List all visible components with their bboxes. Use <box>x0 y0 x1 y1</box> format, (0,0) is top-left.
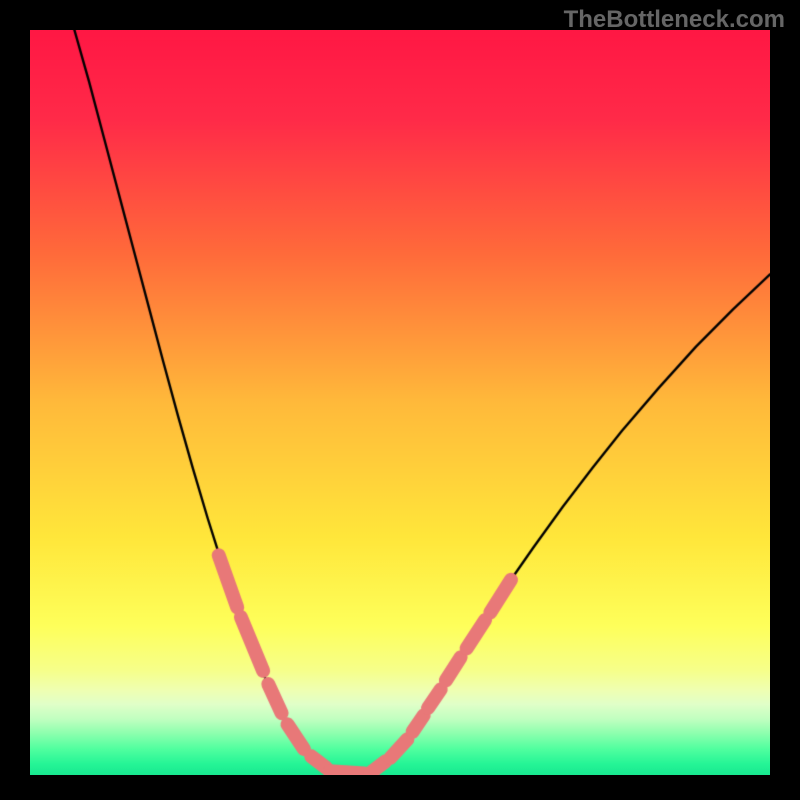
chart-container: TheBottleneck.com <box>0 0 800 800</box>
watermark-text: TheBottleneck.com <box>564 6 785 34</box>
plot-area <box>30 30 770 775</box>
curve-canvas <box>30 30 770 775</box>
